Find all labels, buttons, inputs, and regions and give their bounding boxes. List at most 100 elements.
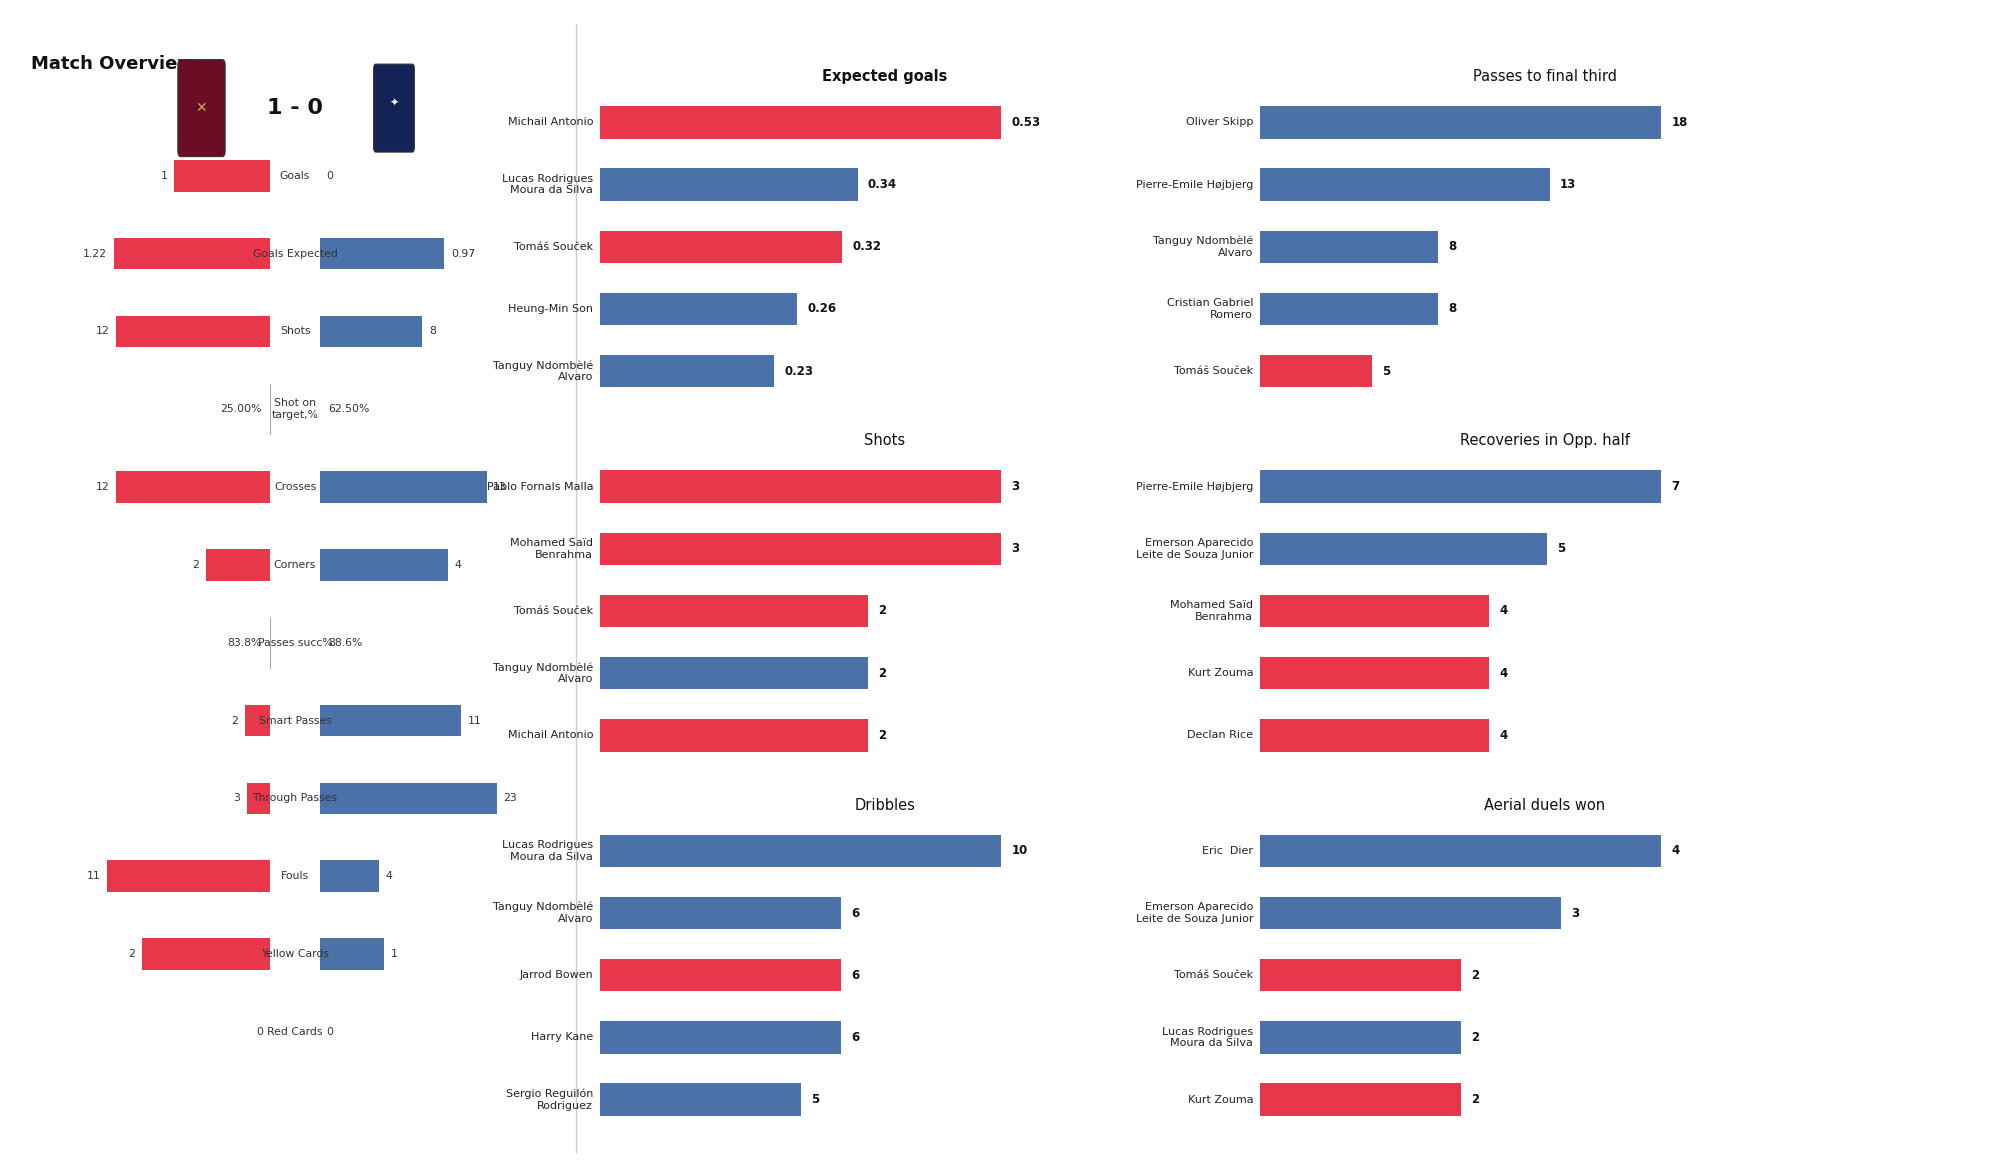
Text: ✦: ✦ bbox=[390, 98, 398, 107]
Text: Pablo Fornals Malla: Pablo Fornals Malla bbox=[486, 482, 594, 491]
Text: 4: 4 bbox=[454, 560, 462, 570]
Title: Aerial duels won: Aerial duels won bbox=[1484, 798, 1606, 813]
Bar bbox=[248, 783, 270, 814]
Text: Passes succ%: Passes succ% bbox=[258, 638, 332, 647]
Text: 1 - 0: 1 - 0 bbox=[268, 98, 324, 119]
Bar bbox=[320, 860, 378, 892]
Text: 0.97: 0.97 bbox=[450, 249, 474, 258]
Text: Tomáš Souček: Tomáš Souček bbox=[514, 242, 594, 251]
Text: 4: 4 bbox=[1500, 604, 1508, 618]
Text: Pierre-Emile Højbjerg: Pierre-Emile Højbjerg bbox=[1136, 482, 1254, 491]
Text: 88.6%: 88.6% bbox=[328, 638, 362, 647]
Text: 5: 5 bbox=[810, 1093, 820, 1106]
Bar bbox=[1260, 657, 1490, 690]
Bar bbox=[174, 160, 270, 192]
Bar bbox=[600, 595, 868, 627]
Bar bbox=[1260, 168, 1550, 201]
Text: 2: 2 bbox=[878, 666, 886, 679]
Text: 1: 1 bbox=[160, 170, 168, 181]
Text: 12: 12 bbox=[96, 327, 110, 336]
Text: 8: 8 bbox=[1448, 240, 1456, 254]
Text: 13: 13 bbox=[494, 482, 506, 492]
Title: Recoveries in Opp. half: Recoveries in Opp. half bbox=[1460, 434, 1630, 449]
Bar bbox=[320, 783, 496, 814]
Text: 83.8%: 83.8% bbox=[228, 638, 262, 647]
Bar bbox=[1260, 532, 1546, 565]
Text: 0: 0 bbox=[326, 1027, 334, 1036]
Text: ✕: ✕ bbox=[196, 101, 208, 115]
Text: Goals: Goals bbox=[280, 170, 310, 181]
Text: 4: 4 bbox=[386, 872, 392, 881]
Bar bbox=[600, 230, 842, 263]
Text: Sergio Reguilón
Rodriguez: Sergio Reguilón Rodriguez bbox=[506, 1088, 594, 1110]
Bar bbox=[114, 237, 270, 269]
Text: 7: 7 bbox=[1672, 481, 1680, 494]
Text: 2: 2 bbox=[1470, 1093, 1480, 1106]
Bar bbox=[1260, 834, 1662, 867]
Text: Tanguy Ndombèlé
Alvaro: Tanguy Ndombèlé Alvaro bbox=[492, 902, 594, 924]
Text: 5: 5 bbox=[1556, 543, 1566, 556]
Text: Crosses: Crosses bbox=[274, 482, 316, 492]
Text: Oliver Skipp: Oliver Skipp bbox=[1186, 118, 1254, 127]
Text: 0.32: 0.32 bbox=[852, 240, 882, 254]
FancyBboxPatch shape bbox=[374, 65, 414, 152]
FancyBboxPatch shape bbox=[178, 60, 226, 156]
Text: 2: 2 bbox=[192, 560, 200, 570]
Text: 2: 2 bbox=[232, 716, 238, 726]
Text: 0: 0 bbox=[256, 1027, 264, 1036]
Bar bbox=[1260, 595, 1490, 627]
Bar bbox=[600, 1021, 840, 1054]
Text: Match Overview: Match Overview bbox=[32, 55, 194, 73]
Bar bbox=[1260, 897, 1562, 929]
Bar bbox=[600, 1083, 800, 1116]
Text: 62.50%: 62.50% bbox=[328, 404, 370, 415]
Text: Lucas Rodrigues
Moura da Silva: Lucas Rodrigues Moura da Silva bbox=[502, 174, 594, 195]
Bar bbox=[116, 316, 270, 348]
Text: 4: 4 bbox=[1672, 845, 1680, 858]
Bar bbox=[320, 549, 448, 580]
Text: 13: 13 bbox=[1560, 179, 1576, 192]
Text: Lucas Rodrigues
Moura da Silva: Lucas Rodrigues Moura da Silva bbox=[1162, 1027, 1254, 1048]
Text: Heung-Min Son: Heung-Min Son bbox=[508, 304, 594, 314]
Text: 4: 4 bbox=[1500, 666, 1508, 679]
Text: Shot on
target,%: Shot on target,% bbox=[272, 398, 318, 421]
Bar bbox=[600, 470, 1002, 503]
Bar bbox=[1260, 355, 1372, 388]
Text: Cristian Gabriel
Romero: Cristian Gabriel Romero bbox=[1166, 298, 1254, 320]
Text: 3: 3 bbox=[234, 793, 240, 804]
Text: Tomáš Souček: Tomáš Souček bbox=[1174, 367, 1254, 376]
Text: 1.22: 1.22 bbox=[84, 249, 108, 258]
Text: Corners: Corners bbox=[274, 560, 316, 570]
Text: 11: 11 bbox=[468, 716, 482, 726]
Text: Pierre-Emile Højbjerg: Pierre-Emile Højbjerg bbox=[1136, 180, 1254, 189]
Text: 8: 8 bbox=[1448, 302, 1456, 315]
Text: Jarrod Bowen: Jarrod Bowen bbox=[520, 971, 594, 980]
Text: Red Cards: Red Cards bbox=[268, 1027, 322, 1036]
Bar bbox=[600, 897, 840, 929]
Text: Tomáš Souček: Tomáš Souček bbox=[1174, 971, 1254, 980]
Bar bbox=[600, 532, 1002, 565]
Bar bbox=[320, 316, 422, 348]
Bar bbox=[108, 860, 270, 892]
Text: Michail Antonio: Michail Antonio bbox=[508, 118, 594, 127]
Text: Michail Antonio: Michail Antonio bbox=[508, 731, 594, 740]
Text: Goals Expected: Goals Expected bbox=[252, 249, 338, 258]
Text: Shots: Shots bbox=[280, 327, 310, 336]
Text: 6: 6 bbox=[852, 968, 860, 982]
Bar bbox=[600, 355, 774, 388]
Text: Kurt Zouma: Kurt Zouma bbox=[1188, 669, 1254, 678]
Bar bbox=[142, 939, 270, 969]
Bar bbox=[320, 939, 384, 969]
Text: Emerson Aparecido
Leite de Souza Junior: Emerson Aparecido Leite de Souza Junior bbox=[1136, 902, 1254, 924]
Text: Tanguy Ndombèlé
Alvaro: Tanguy Ndombèlé Alvaro bbox=[492, 663, 594, 684]
Bar bbox=[116, 471, 270, 503]
Bar bbox=[600, 106, 1002, 139]
Bar bbox=[1260, 1021, 1460, 1054]
Bar bbox=[600, 959, 840, 992]
Text: 2: 2 bbox=[878, 728, 886, 741]
Text: 5: 5 bbox=[1382, 364, 1390, 377]
Text: 11: 11 bbox=[88, 872, 100, 881]
Text: 8: 8 bbox=[430, 327, 436, 336]
Text: Emerson Aparecido
Leite de Souza Junior: Emerson Aparecido Leite de Souza Junior bbox=[1136, 538, 1254, 559]
Bar bbox=[1260, 230, 1438, 263]
